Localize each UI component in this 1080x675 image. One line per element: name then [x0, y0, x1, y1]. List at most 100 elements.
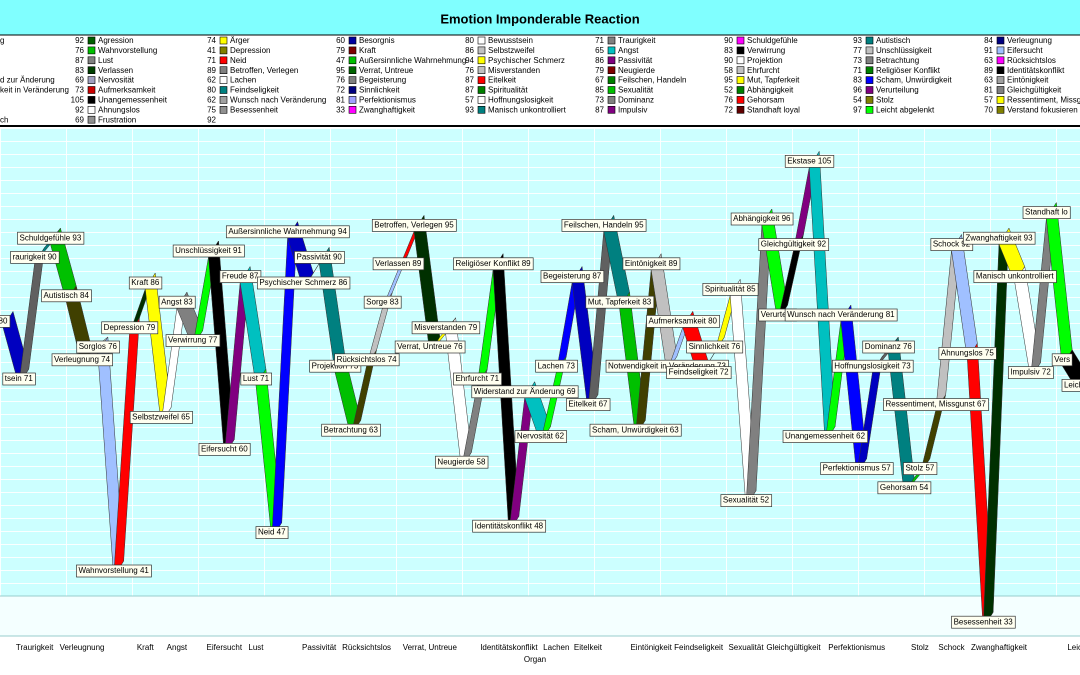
- legend-value: 63: [984, 56, 993, 65]
- legend-swatch: [607, 76, 616, 84]
- value-label: Unangemessenheit 62: [785, 432, 866, 441]
- value-label: Hoffnungslosigkeit 73: [834, 361, 911, 370]
- value-label-box: [257, 276, 351, 290]
- ribbon-segment: [18, 247, 45, 386]
- legend-swatch: [996, 36, 1005, 45]
- value-label-box: [1051, 353, 1073, 367]
- value-label-box: [17, 231, 85, 245]
- legend-name: ch: [0, 115, 8, 124]
- value-label: Depression 79: [104, 323, 156, 332]
- legend-value: 89: [984, 66, 993, 75]
- legend-swatch: [996, 76, 1005, 84]
- legend-value: 74: [207, 36, 216, 45]
- value-label-box: [10, 251, 60, 264]
- x-axis-title: Organ: [524, 655, 546, 664]
- x-tick-label: Traurigkeit: [16, 643, 54, 652]
- legend-value: 87: [465, 86, 474, 95]
- legend-swatch: [219, 106, 228, 114]
- value-label: 80: [0, 317, 8, 326]
- value-label-box: [535, 359, 578, 373]
- legend-swatch: [348, 76, 357, 84]
- legend-value: 95: [724, 76, 733, 85]
- legend-value: 84: [984, 36, 993, 45]
- legend-name: Depression: [230, 46, 270, 55]
- legend-name: Selbstzweifel: [488, 46, 535, 55]
- value-label-box: [784, 155, 835, 168]
- legend-name: Angst: [618, 46, 639, 55]
- legend-value: 69: [75, 115, 84, 124]
- legend-value: 62: [207, 96, 216, 105]
- value-label: Betrachtung 63: [324, 425, 379, 434]
- legend-name: Gleichgültigkeit: [1007, 86, 1062, 95]
- legend-value: 57: [984, 96, 993, 105]
- legend-value: 33: [336, 105, 345, 114]
- value-label: Sinnlichkeit 76: [689, 342, 741, 351]
- value-label: Nervosität 62: [517, 432, 565, 441]
- x-tick-label: Verrat, Untreue: [403, 643, 458, 652]
- value-label: Standhaft lo: [1025, 208, 1068, 217]
- value-label: Besessenheit 33: [954, 617, 1014, 626]
- legend-value: 72: [336, 86, 345, 95]
- legend-name: Manisch unkontrolliert: [488, 105, 567, 114]
- value-label-box: [371, 219, 457, 232]
- value-label-box: [158, 295, 196, 309]
- legend-name: Misverstanden: [488, 66, 540, 75]
- legend-value: 97: [853, 105, 862, 114]
- legend-swatch: [996, 96, 1005, 104]
- value-label: Rücksichtslos 74: [337, 355, 398, 364]
- value-label-box: [758, 238, 830, 251]
- value-label-box: [686, 340, 744, 354]
- legend-swatch: [607, 36, 616, 45]
- chart-title: Emotion Imponderable Reaction: [440, 11, 639, 26]
- x-tick-label: Passivität: [302, 643, 337, 652]
- legend-value: 52: [724, 86, 733, 95]
- legend-name: Neugierde: [618, 66, 655, 75]
- legend-name: Feindseligkeit: [230, 86, 280, 95]
- legend-name: Agression: [98, 36, 134, 45]
- value-label-box: [1007, 366, 1054, 379]
- value-label-box: [411, 321, 481, 335]
- value-label-box: [561, 219, 647, 232]
- legend-swatch: [736, 96, 745, 104]
- legend-swatch: [736, 86, 745, 94]
- value-label: Wunsch nach Veränderung 81: [787, 310, 895, 319]
- legend-name: Sexualität: [618, 86, 654, 95]
- value-label: Angst 83: [161, 297, 193, 306]
- value-label-box: [294, 251, 345, 264]
- legend-value: 92: [75, 36, 84, 45]
- legend-name: Schuldgefühle: [747, 36, 798, 45]
- x-tick-label: Verleugnung: [60, 643, 105, 652]
- legend-value: 93: [465, 105, 474, 114]
- legend-name: Standhaft loyal: [747, 105, 800, 114]
- legend-value: 41: [207, 46, 216, 55]
- value-label: Ehrfurcht 71: [455, 374, 499, 383]
- legend-name: Eintönigkeit: [1007, 76, 1049, 85]
- legend-name: Kraft: [359, 46, 377, 55]
- legend-swatch: [477, 86, 486, 94]
- legend-swatch: [865, 66, 874, 74]
- legend-name: Gehorsam: [747, 96, 785, 105]
- legend-name: Verurteilung: [876, 86, 919, 95]
- legend-value: 81: [984, 86, 993, 95]
- value-label-box: [702, 283, 759, 296]
- legend-value: 83: [724, 46, 733, 55]
- value-label-box: [334, 353, 400, 367]
- value-label: Passivität 90: [296, 253, 342, 262]
- value-label-box: [471, 385, 579, 399]
- value-label-box: [646, 315, 720, 328]
- x-tick-label: Identitätskonflikt: [480, 643, 538, 652]
- legend-swatch: [477, 66, 486, 74]
- value-label-box: [666, 366, 732, 379]
- x-tick-label: Lachen: [543, 643, 569, 652]
- legend-value: 58: [724, 66, 733, 75]
- legend-value: 80: [465, 36, 474, 45]
- value-label-box: [973, 270, 1057, 283]
- legend-swatch: [607, 86, 616, 94]
- value-label: Widerstand zur Änderung 69: [474, 387, 576, 396]
- legend-name: Zwanghaftigkeit: [359, 105, 416, 114]
- ribbon-segment: [113, 317, 140, 578]
- legend-value: 65: [595, 46, 604, 55]
- legend-name: Eifersucht: [1007, 46, 1043, 55]
- value-label-box: [963, 231, 1036, 245]
